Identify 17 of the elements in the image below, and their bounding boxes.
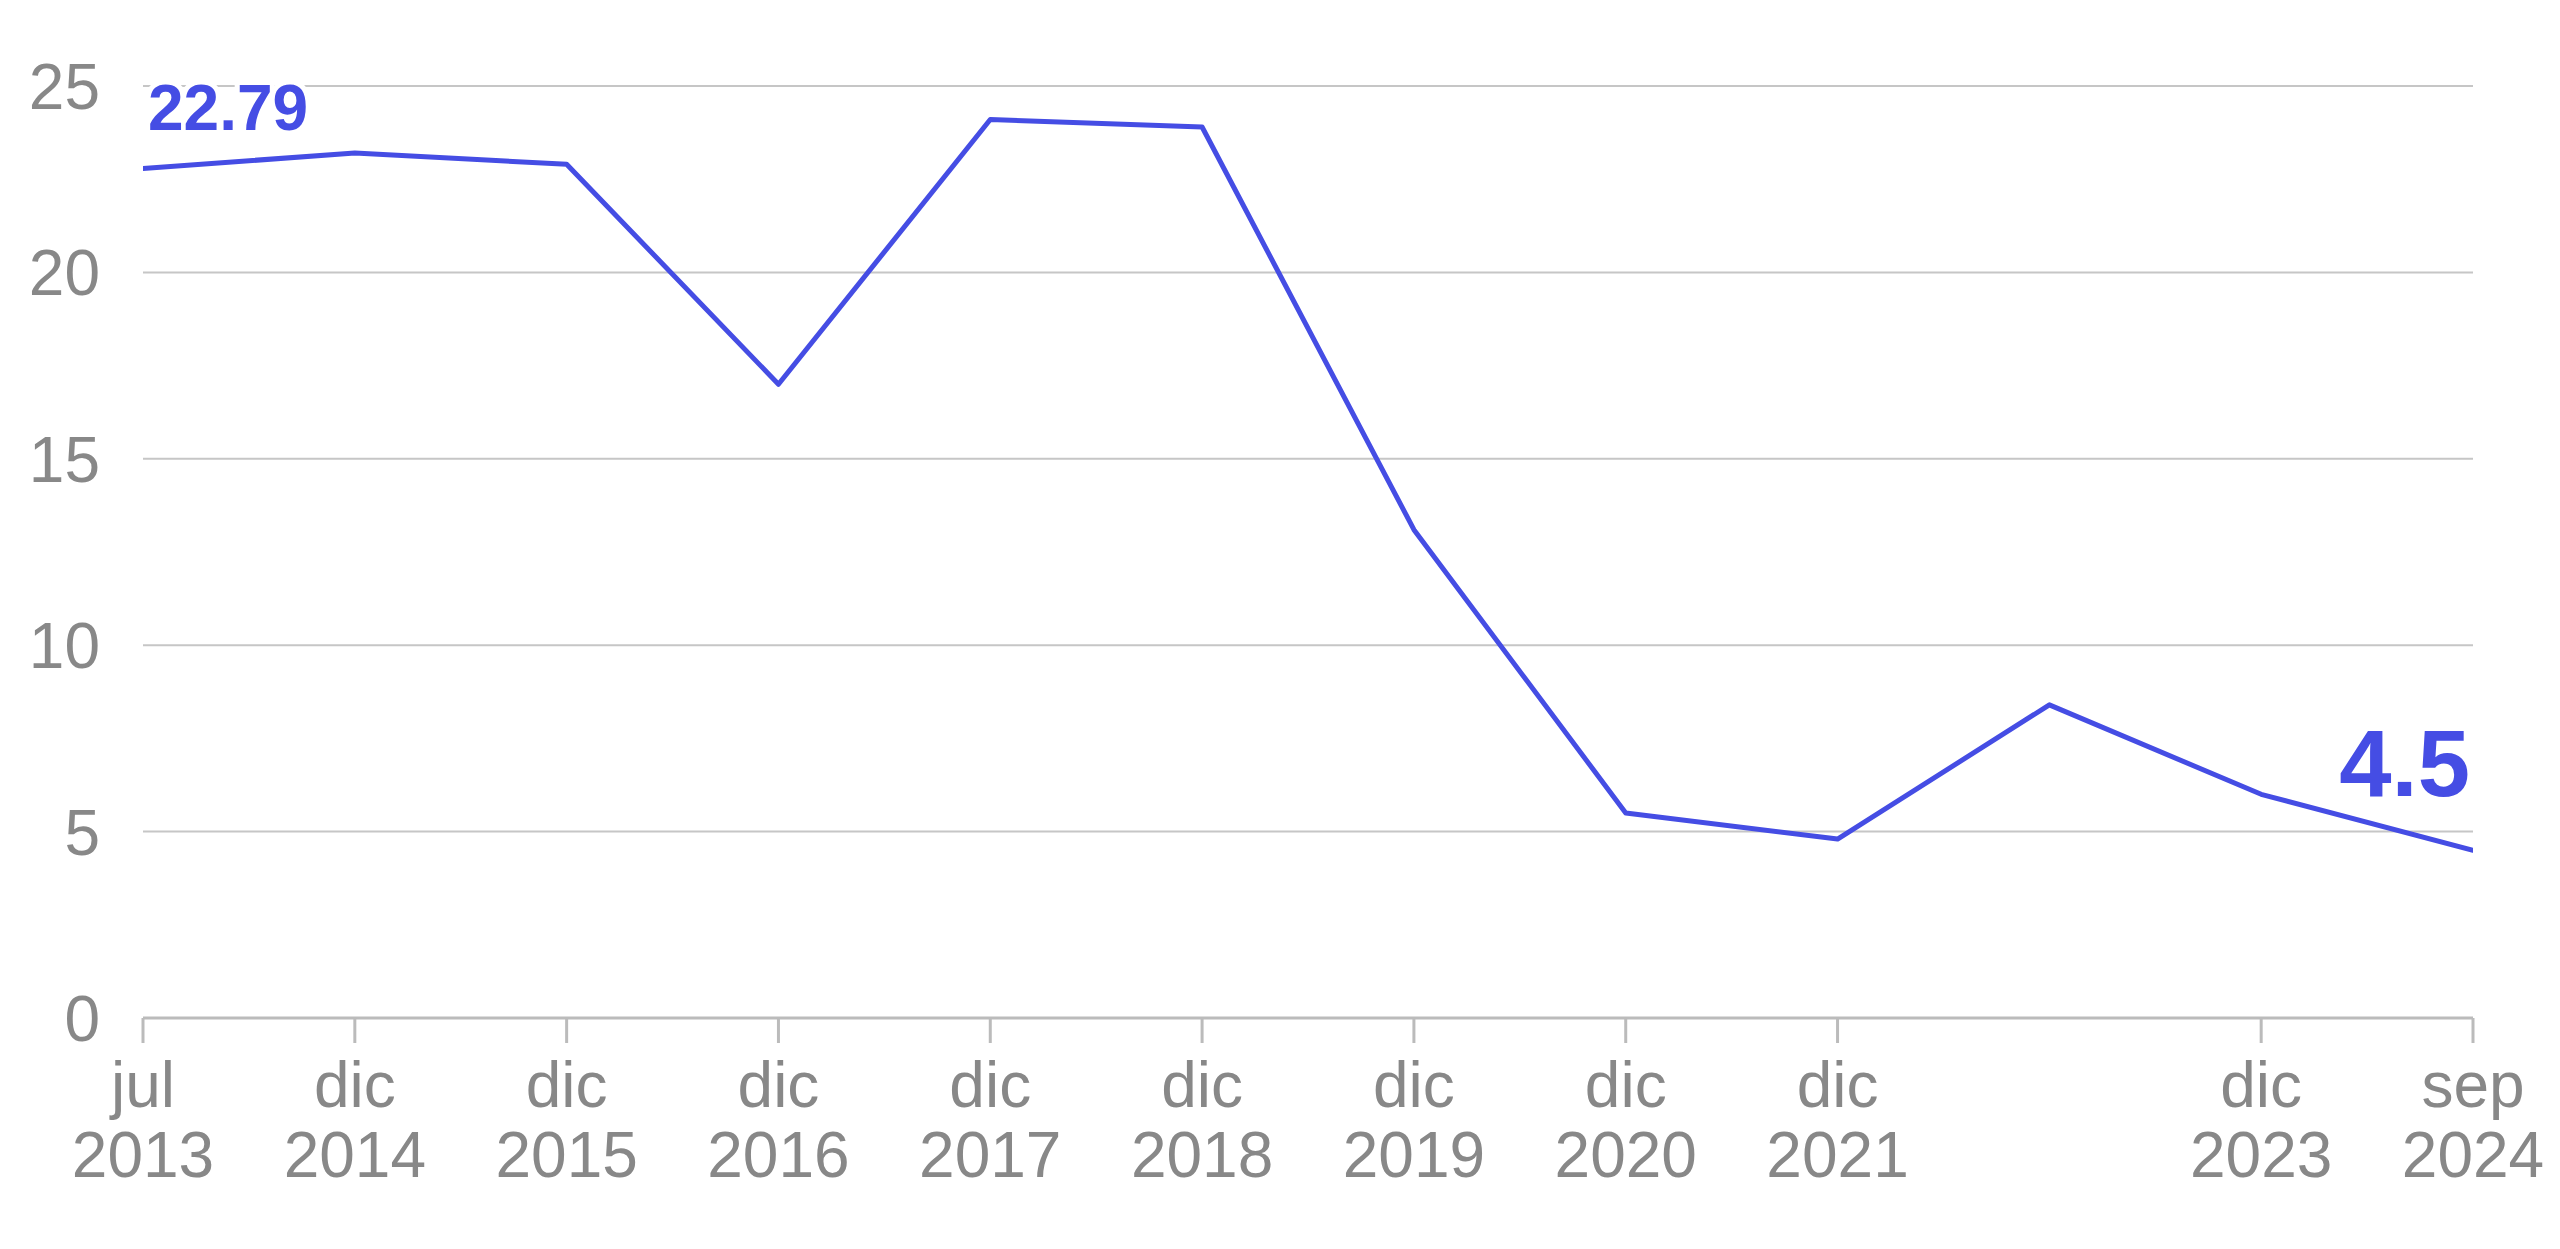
data-label: 4.5: [2339, 711, 2470, 817]
y-tick-label: 10: [28, 610, 100, 683]
x-tick-label: sep 2024: [2401, 1049, 2545, 1191]
y-tick-label: 15: [28, 423, 100, 496]
data-label: 22.79: [148, 72, 309, 145]
x-tick-label: dic 2020: [1554, 1049, 1697, 1191]
x-tick-label: dic 2018: [1130, 1049, 1274, 1191]
x-tick-label: dic 2015: [495, 1049, 638, 1191]
x-tick-label: dic 2019: [1342, 1049, 1486, 1191]
y-tick-label: 5: [64, 796, 100, 869]
y-tick-label: 25: [28, 51, 100, 124]
x-tick-label: dic 2016: [707, 1049, 850, 1191]
y-tick-label: 20: [28, 237, 100, 310]
x-tick-label: dic 2014: [283, 1049, 427, 1191]
x-tick-label: dic 2021: [1766, 1049, 1909, 1191]
x-tick-label: dic 2023: [2189, 1049, 2333, 1191]
x-tick-label: dic 2017: [919, 1049, 1062, 1191]
